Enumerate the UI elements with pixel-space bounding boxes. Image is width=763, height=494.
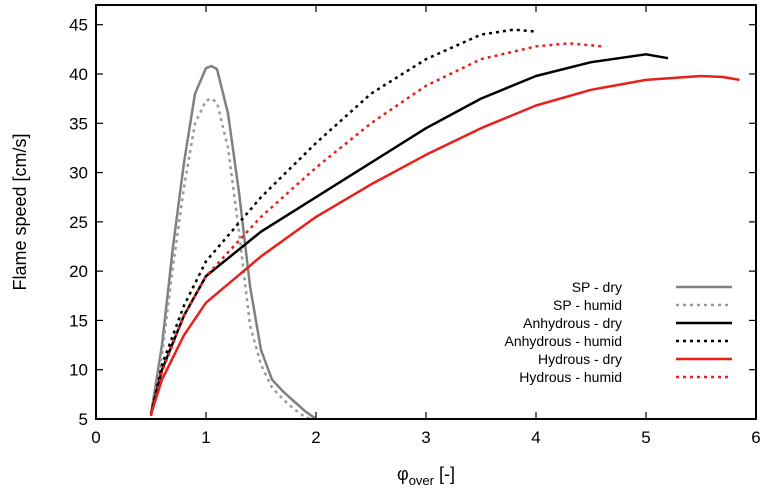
- legend: SP - dry SP - humid Anhydrous - dry Anhydro…: [504, 279, 732, 385]
- y-tick-label: 20: [69, 262, 88, 281]
- x-tick-label: 4: [531, 428, 540, 447]
- legend-label-6: Hydrous - humid: [519, 369, 622, 385]
- y-tick-label: 35: [69, 114, 88, 133]
- legend-label-2: SP - humid: [553, 297, 622, 313]
- plot-frame: [95, 4, 757, 420]
- legend-label-4: Anhydrous - humid: [504, 333, 622, 349]
- y-tick-label: 25: [69, 213, 88, 232]
- x-axis-title: φover [-]: [397, 464, 455, 488]
- x-axis-title-sub: over: [409, 473, 435, 488]
- x-tick-label: 2: [311, 428, 320, 447]
- y-tick-label: 5: [79, 410, 88, 429]
- y-tick-label: 10: [69, 361, 88, 380]
- series-line-2: [149, 97, 315, 419]
- x-axis-title-unit: [-]: [434, 464, 455, 484]
- y-tick-label: 30: [69, 164, 88, 183]
- legend-label-1: SP - dry: [572, 279, 622, 295]
- series-line-6: [149, 42, 603, 417]
- y-axis-title: Flame speed [cm/s]: [10, 133, 30, 290]
- y-tick-label: 15: [69, 311, 88, 330]
- y-tick-label: 40: [69, 65, 88, 84]
- series-line-1: [149, 64, 317, 419]
- x-tick-label: 6: [751, 428, 760, 447]
- legend-label-5: Hydrous - dry: [538, 351, 622, 367]
- legend-label-3: Anhydrous - dry: [523, 315, 622, 331]
- series-layer: [149, 28, 740, 419]
- y-tick-label: 45: [69, 16, 88, 35]
- series-line-5: [149, 74, 740, 415]
- series-line-4: [149, 28, 537, 415]
- x-tick-label: 0: [91, 428, 100, 447]
- x-tick-label: 1: [201, 428, 210, 447]
- x-tick-label: 3: [421, 428, 430, 447]
- x-axis-title-main: φ: [397, 464, 409, 484]
- x-tick-label: 5: [641, 428, 650, 447]
